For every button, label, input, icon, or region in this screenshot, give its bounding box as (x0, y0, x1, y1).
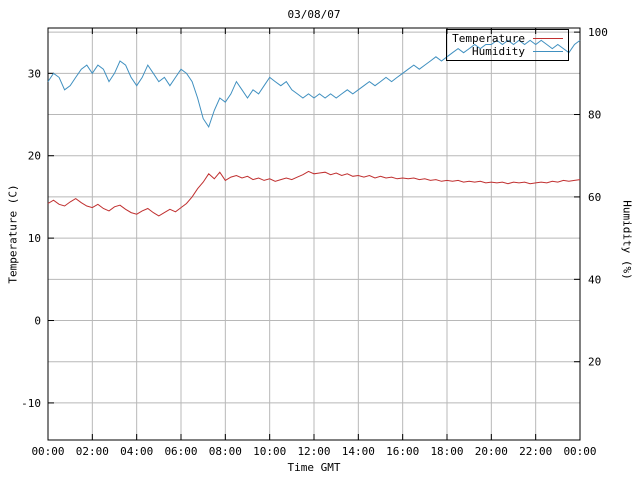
legend-label-temperature: Temperature (452, 32, 525, 45)
temperature-series-line (47, 170, 581, 217)
x-tick-label: 22:00 (519, 445, 552, 458)
x-tick-label: 14:00 (342, 445, 375, 458)
x-tick-label: 18:00 (430, 445, 463, 458)
legend-item-humidity: Humidity (452, 45, 563, 58)
y-left-tick-label: 30 (28, 67, 41, 80)
right-axis-label: Humidity (%) (620, 200, 634, 280)
x-tick-label: 16:00 (386, 445, 419, 458)
y-left-tick-label: 20 (28, 150, 41, 163)
legend: Temperature Humidity (446, 29, 569, 61)
x-tick-label: 04:00 (120, 445, 153, 458)
y-right-tick-label: 80 (588, 109, 601, 122)
chart-title: 03/08/07 (287, 8, 341, 21)
x-tick-label: 20:00 (475, 445, 508, 458)
y-left-tick-label: -10 (21, 397, 41, 410)
x-axis-label: Time GMT (287, 461, 341, 474)
legend-label-humidity: Humidity (472, 45, 525, 58)
x-tick-label: 02:00 (76, 445, 109, 458)
x-tick-label: 08:00 (209, 445, 242, 458)
y-left-tick-label: 10 (28, 232, 41, 245)
x-tick-label: 00:00 (563, 445, 596, 458)
left-axis-label: Temperature (C) (6, 184, 20, 284)
x-tick-label: 12:00 (297, 445, 330, 458)
temperature-line-swatch (533, 38, 563, 39)
y-right-tick-label: 20 (588, 356, 601, 369)
x-tick-label: 06:00 (164, 445, 197, 458)
y-left-tick-label: 0 (34, 315, 41, 328)
y-right-tick-label: 60 (588, 191, 601, 204)
humidity-series-line (47, 39, 581, 129)
y-right-tick-label: 40 (588, 273, 601, 286)
y-right-tick-label: 100 (588, 26, 608, 39)
x-tick-label: 10:00 (253, 445, 286, 458)
humidity-line-swatch (533, 51, 563, 52)
legend-item-temperature: Temperature (452, 32, 563, 45)
x-tick-label: 00:00 (31, 445, 64, 458)
